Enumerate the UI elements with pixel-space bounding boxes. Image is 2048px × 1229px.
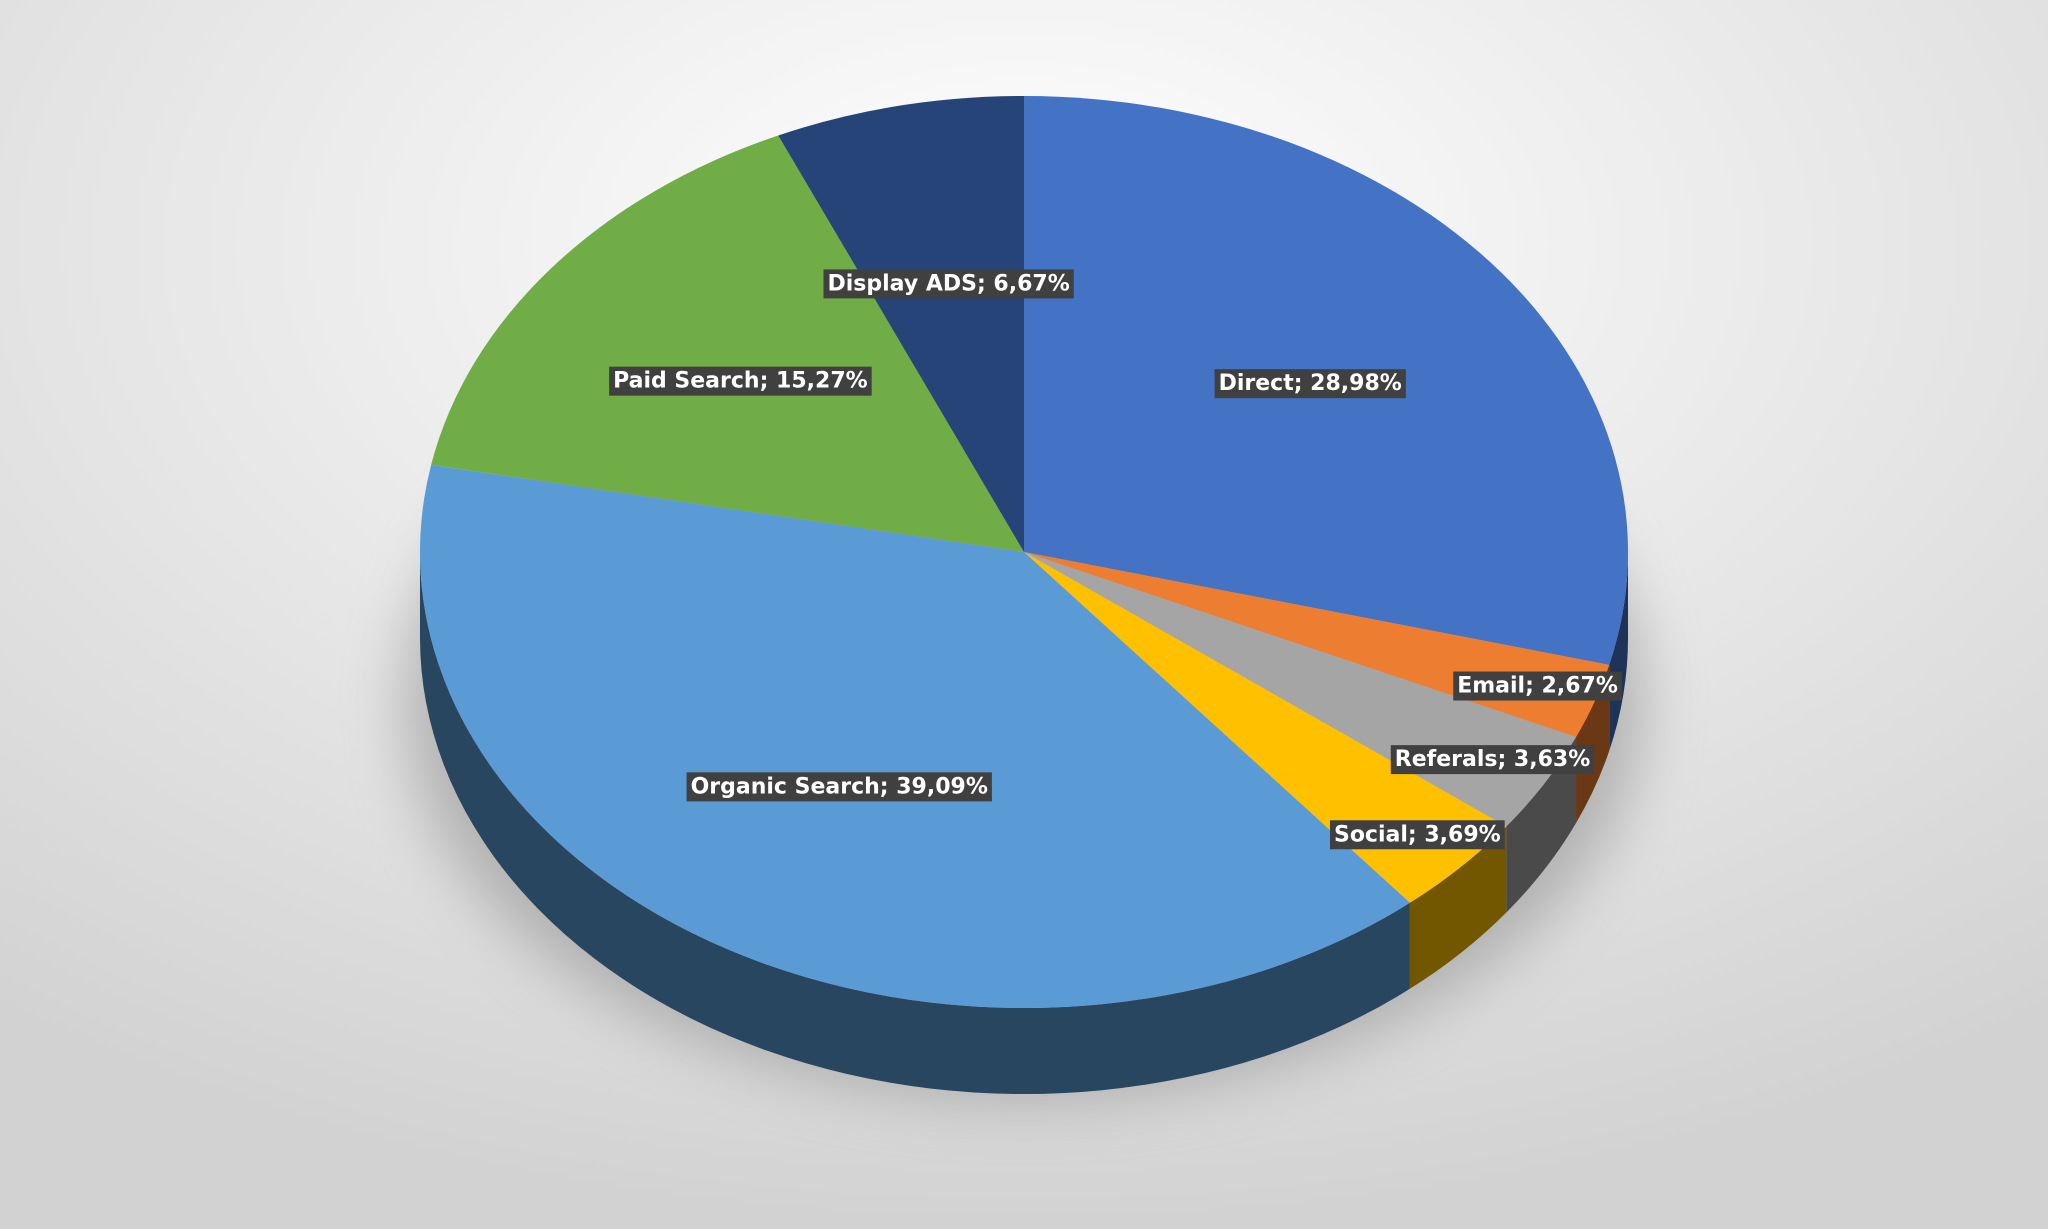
slice-side xyxy=(1506,737,1577,913)
data-label: Organic Search; 39,09% xyxy=(691,774,988,799)
pie-tops xyxy=(420,96,1628,1009)
data-label: Email; 2,67% xyxy=(1457,674,1618,699)
slice-side xyxy=(1609,552,1628,751)
labels: Direct; 28,98% Email; 2,67% Referals; 3,63… xyxy=(609,269,1622,850)
slice-side xyxy=(420,552,1410,1094)
data-label: Paid Search; 15,27% xyxy=(613,369,868,394)
label-bg xyxy=(1329,820,1505,850)
label-bg xyxy=(1390,745,1595,775)
slice xyxy=(431,135,1024,552)
label-bg xyxy=(609,366,872,396)
data-label: Social; 3,69% xyxy=(1334,822,1501,847)
label-bg xyxy=(823,269,1074,299)
label-bg xyxy=(1453,671,1622,701)
data-label: Direct; 28,98% xyxy=(1219,371,1402,396)
data-label: Referals; 3,63% xyxy=(1395,747,1590,772)
slice-side xyxy=(1576,664,1610,824)
pie-sides xyxy=(420,552,1628,1094)
label-bg xyxy=(686,772,992,802)
slice xyxy=(778,96,1024,552)
label-bg xyxy=(1214,369,1406,399)
data-label: Display ADS; 6,67% xyxy=(827,271,1069,296)
slice-side xyxy=(1409,826,1507,989)
slice xyxy=(1024,552,1507,903)
slice xyxy=(420,464,1410,1009)
